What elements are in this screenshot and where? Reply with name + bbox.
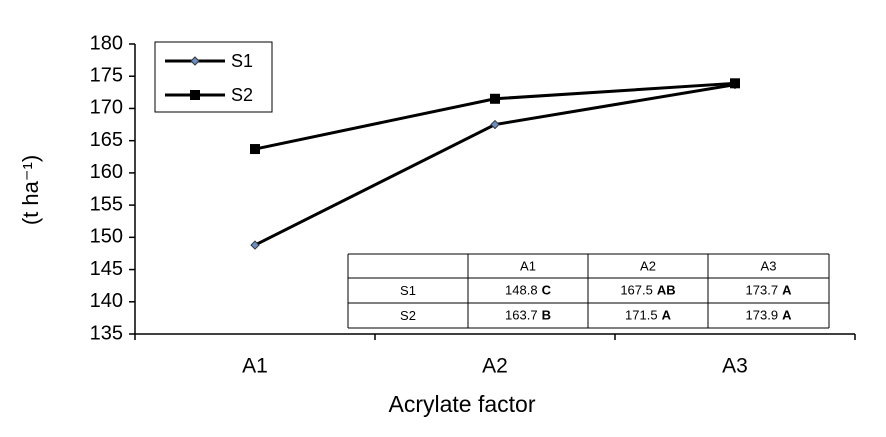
table-cell: 171.5 A	[625, 308, 672, 323]
table-group: A	[662, 308, 672, 323]
x-tick-label: A2	[482, 355, 508, 378]
y-tick-label: 180	[90, 32, 123, 54]
table-header: A1	[520, 258, 536, 273]
series-line	[254, 83, 736, 247]
y-tick-label: 165	[90, 129, 123, 151]
y-tick-label: 140	[90, 290, 123, 312]
marker	[730, 78, 740, 89]
marker	[490, 119, 500, 130]
y-tick-label: 145	[90, 258, 123, 280]
table-cell: 167.5 AB	[620, 283, 675, 298]
legend-box	[154, 41, 273, 113]
y-axis-title: (t ha⁻¹)	[18, 155, 43, 225]
y-tick-label: 160	[90, 161, 123, 183]
legend-marker	[190, 56, 200, 66]
table-cell: 173.7 A	[746, 283, 793, 298]
table-value: 173.9	[746, 308, 779, 323]
table-value: 148.8	[505, 283, 538, 298]
x-tick-label: A3	[722, 355, 748, 378]
y-tick-label: 150	[90, 226, 123, 248]
marker	[250, 144, 260, 155]
table-cell: 173.9 A	[746, 308, 793, 323]
series-line	[254, 81, 736, 151]
marker	[490, 93, 500, 104]
table-value: 163.7	[505, 308, 538, 323]
table-group: AB	[657, 283, 676, 298]
table-group: C	[542, 283, 552, 298]
table-cell: 163.7 B	[505, 308, 551, 323]
legend-label: S1	[231, 51, 253, 71]
table-value: 173.7	[746, 283, 779, 298]
table-row-label: S1	[400, 283, 416, 298]
table-value: 167.5	[620, 283, 653, 298]
legend-marker	[190, 90, 200, 100]
table-header: A2	[640, 258, 656, 273]
y-tick-label: 135	[90, 322, 123, 344]
table-header: A3	[761, 258, 777, 273]
table-row-label: S2	[400, 308, 416, 323]
x-axis-title: Acrylate factor	[389, 391, 536, 417]
table-group: A	[782, 308, 792, 323]
legend-label: S2	[231, 85, 253, 105]
table-value: 171.5	[625, 308, 658, 323]
table-group: B	[542, 308, 551, 323]
y-tick-label: 175	[90, 65, 123, 87]
y-tick-label: 170	[90, 97, 123, 119]
table-cell: 148.8 C	[505, 283, 552, 298]
x-tick-label: A1	[242, 355, 268, 378]
y-tick-label: 155	[90, 193, 123, 215]
marker	[250, 240, 260, 250]
table-group: A	[782, 283, 792, 298]
